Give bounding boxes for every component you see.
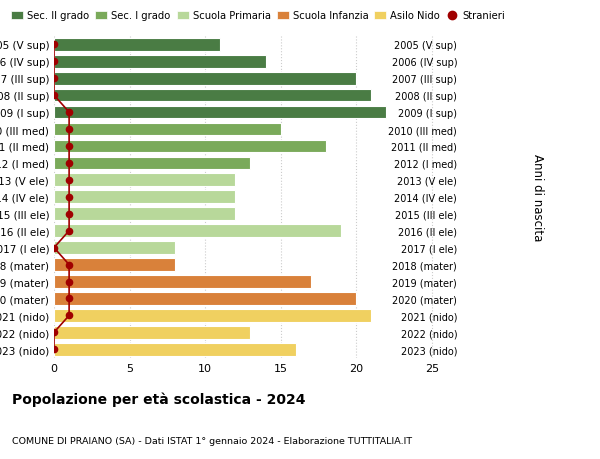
Legend: Sec. II grado, Sec. I grado, Scuola Primaria, Scuola Infanzia, Asilo Nido, Stran: Sec. II grado, Sec. I grado, Scuola Prim… [7, 7, 509, 25]
Bar [54, 343, 296, 356]
Bar [54, 39, 220, 51]
Bar [54, 174, 235, 187]
Bar [54, 73, 356, 85]
Y-axis label: Anni di nascita: Anni di nascita [532, 154, 544, 241]
Bar [54, 208, 235, 221]
Bar [54, 123, 281, 136]
Bar [54, 309, 371, 322]
Bar [54, 292, 356, 305]
Bar [54, 56, 266, 68]
Bar [54, 326, 250, 339]
Bar [54, 225, 341, 238]
Text: Popolazione per età scolastica - 2024: Popolazione per età scolastica - 2024 [12, 392, 305, 406]
Bar [54, 242, 175, 254]
Bar [54, 259, 175, 271]
Bar [54, 191, 235, 204]
Bar [54, 90, 371, 102]
Bar [54, 140, 326, 153]
Bar [54, 275, 311, 288]
Bar [54, 157, 250, 170]
Bar [54, 106, 386, 119]
Text: COMUNE DI PRAIANO (SA) - Dati ISTAT 1° gennaio 2024 - Elaborazione TUTTITALIA.IT: COMUNE DI PRAIANO (SA) - Dati ISTAT 1° g… [12, 436, 412, 445]
